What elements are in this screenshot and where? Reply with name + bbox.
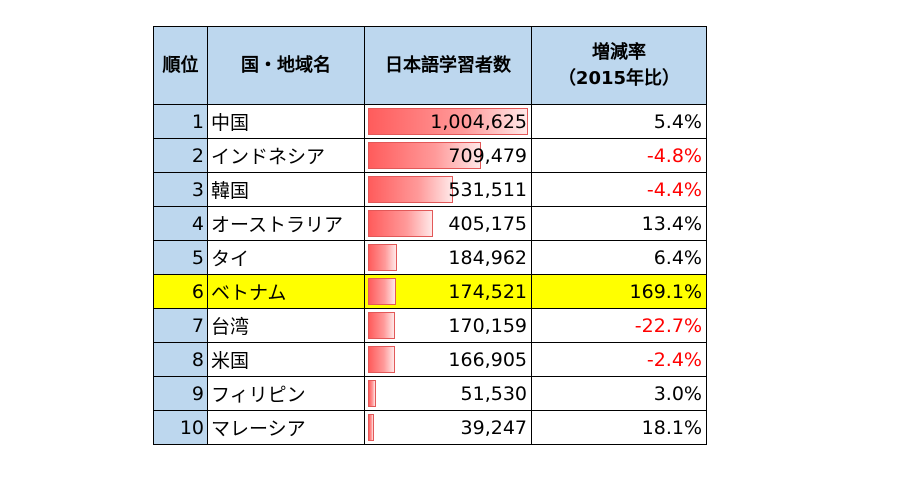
learners-cell: 51,530 — [364, 376, 532, 411]
rank-cell: 10 — [153, 410, 208, 445]
rank-cell: 9 — [153, 376, 208, 411]
rate-cell: 5.4% — [531, 104, 707, 139]
header-rank: 順位 — [153, 26, 208, 105]
country-cell: 韓国 — [207, 172, 365, 207]
rank-cell: 1 — [153, 104, 208, 139]
table-row: 10 マレーシア 39,247 18.1% — [153, 410, 707, 445]
header-row: 順位 国・地域名 日本語学習者数 増減率 （2015年比） — [153, 26, 707, 105]
rate-cell: -2.4% — [531, 342, 707, 377]
table-row: 1 中国 1,004,625 5.4% — [153, 104, 707, 139]
rank-cell: 8 — [153, 342, 208, 377]
country-cell: マレーシア — [207, 410, 365, 445]
rank-cell: 7 — [153, 308, 208, 343]
learners-cell: 405,175 — [364, 206, 532, 241]
learners-data-bar — [368, 278, 396, 305]
learners-cell: 1,004,625 — [364, 104, 532, 139]
header-country: 国・地域名 — [207, 26, 365, 105]
learners-value: 531,511 — [448, 178, 527, 201]
learners-data-bar — [368, 210, 433, 237]
learners-data-bar — [368, 346, 395, 373]
learners-data-bar — [368, 142, 481, 169]
learners-cell: 166,905 — [364, 342, 532, 377]
country-cell: 台湾 — [207, 308, 365, 343]
ranking-table: 順位 国・地域名 日本語学習者数 増減率 （2015年比） 1 中国 1,004,6… — [153, 26, 707, 445]
learners-data-bar — [368, 312, 395, 339]
learners-value: 51,530 — [460, 382, 527, 405]
rank-cell: 2 — [153, 138, 208, 173]
table-row: 7 台湾 170,159 -22.7% — [153, 308, 707, 343]
learners-cell: 184,962 — [364, 240, 532, 275]
learners-cell: 174,521 — [364, 274, 532, 309]
learners-value: 174,521 — [448, 280, 527, 303]
country-cell: 米国 — [207, 342, 365, 377]
learners-value: 184,962 — [448, 246, 527, 269]
table-row: 5 タイ 184,962 6.4% — [153, 240, 707, 275]
learners-cell: 170,159 — [364, 308, 532, 343]
table-row: 3 韓国 531,511 -4.4% — [153, 172, 707, 207]
learners-data-bar — [368, 380, 376, 407]
learners-value: 1,004,625 — [430, 110, 527, 133]
learners-value: 166,905 — [448, 348, 527, 371]
learners-data-bar — [368, 244, 397, 271]
learners-cell: 531,511 — [364, 172, 532, 207]
country-cell: タイ — [207, 240, 365, 275]
header-learners: 日本語学習者数 — [364, 26, 532, 105]
learners-cell: 39,247 — [364, 410, 532, 445]
learners-value: 170,159 — [448, 314, 527, 337]
rate-cell: 3.0% — [531, 376, 707, 411]
rate-cell: -4.8% — [531, 138, 707, 173]
rate-cell: -22.7% — [531, 308, 707, 343]
rate-cell: 13.4% — [531, 206, 707, 241]
learners-data-bar — [368, 176, 453, 203]
country-cell: インドネシア — [207, 138, 365, 173]
learners-data-bar — [368, 414, 374, 441]
rate-cell: 6.4% — [531, 240, 707, 275]
table-row: 9 フィリピン 51,530 3.0% — [153, 376, 707, 411]
learners-value: 405,175 — [448, 212, 527, 235]
learners-value: 709,479 — [448, 144, 527, 167]
rank-cell: 5 — [153, 240, 208, 275]
rank-cell: 6 — [153, 274, 208, 309]
rank-cell: 4 — [153, 206, 208, 241]
header-rate-line1: 増減率 — [592, 41, 646, 63]
table-row: 2 インドネシア 709,479 -4.8% — [153, 138, 707, 173]
header-rate-line2: （2015年比） — [557, 67, 681, 89]
country-cell: フィリピン — [207, 376, 365, 411]
table-row: 4 オーストラリア 405,175 13.4% — [153, 206, 707, 241]
table-row: 8 米国 166,905 -2.4% — [153, 342, 707, 377]
rate-cell: 169.1% — [531, 274, 707, 309]
rank-cell: 3 — [153, 172, 208, 207]
learners-value: 39,247 — [460, 416, 527, 439]
table-row: 6 ベトナム 174,521 169.1% — [153, 274, 707, 309]
country-cell: オーストラリア — [207, 206, 365, 241]
country-cell: ベトナム — [207, 274, 365, 309]
header-rate: 増減率 （2015年比） — [531, 26, 707, 105]
learners-data-bar — [368, 108, 528, 135]
rate-cell: -4.4% — [531, 172, 707, 207]
learners-cell: 709,479 — [364, 138, 532, 173]
rate-cell: 18.1% — [531, 410, 707, 445]
country-cell: 中国 — [207, 104, 365, 139]
